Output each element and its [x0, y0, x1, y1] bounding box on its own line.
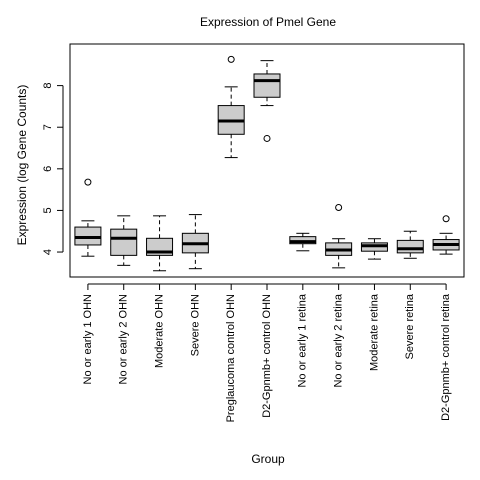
box-group [396, 230, 424, 259]
boxes-layer [74, 55, 460, 272]
box-iqr [110, 228, 138, 256]
box-iqr [396, 239, 424, 254]
x-tick-label: D2-Gpnmb+ control OHN [261, 294, 273, 418]
plot-frame [69, 43, 465, 278]
x-axis-label: Group [251, 452, 285, 466]
y-tick-label: 5 [42, 207, 54, 213]
box-group [217, 55, 245, 159]
outlier-point [227, 55, 235, 63]
outlier-point [335, 204, 343, 212]
x-tick-label: No or early 2 retina [333, 293, 345, 387]
x-tick-label: Moderate retina [368, 293, 380, 371]
y-tick-label: 6 [42, 166, 54, 172]
chart-title: Expression of Pmel Gene [200, 15, 336, 29]
box-group [432, 215, 460, 255]
x-tick-label: D2-Gpnmb+ control retina [440, 293, 452, 421]
outlier-point [84, 178, 92, 186]
x-tick-label: Severe retina [404, 293, 416, 359]
y-tick-label: 7 [42, 124, 54, 130]
outlier-point [442, 215, 450, 223]
y-axis-label: Expression (log Gene Counts) [15, 85, 29, 246]
x-tick-label: Severe OHN [189, 294, 201, 356]
box-group [181, 214, 209, 270]
x-tick-label: No or early 1 retina [297, 293, 309, 387]
x-tick-label: No or early 2 OHN [118, 294, 130, 385]
x-axis: No or early 1 OHN No or early 2 OHN Modera… [82, 283, 452, 422]
box-group [325, 204, 353, 269]
box-group [146, 215, 174, 272]
box-group [360, 238, 388, 260]
box-group [289, 232, 317, 252]
y-axis: 4 5 6 7 8 [42, 83, 64, 255]
box-group [110, 215, 138, 266]
x-tick-label: No or early 1 OHN [82, 294, 94, 385]
box-iqr [253, 73, 281, 98]
x-tick-label: Preglaucoma control OHN [225, 294, 237, 422]
box-group [74, 178, 102, 257]
box-group [253, 60, 281, 142]
y-tick-label: 8 [42, 83, 54, 89]
x-tick-label: Moderate OHN [153, 294, 165, 368]
y-tick-label: 4 [42, 249, 54, 255]
outlier-point [263, 134, 271, 142]
